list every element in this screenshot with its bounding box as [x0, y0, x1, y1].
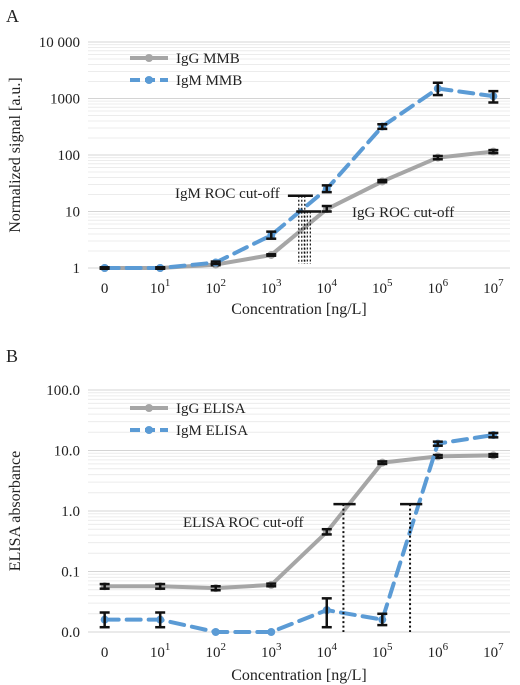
y-tick-label: 100.0 — [46, 383, 80, 399]
x-tick-label: 102 — [205, 277, 226, 297]
cutoff-label: ELISA ROC cut-off — [183, 515, 304, 531]
chart-panel-A: 1 10 100 1000 10 000 0 101 102 103 104 105 106 107 Co… — [6, 6, 510, 318]
y-tick-label: 100 — [58, 148, 81, 164]
legend-marker — [145, 404, 153, 412]
chart-panel-B: 0.0 0.1 1.0 10.0 100.0 0 101 102 103 104 105 106 107… — [6, 346, 510, 684]
x-tick-label: 0 — [101, 281, 109, 297]
legend-label: IgM MMB — [176, 73, 242, 89]
legend-marker — [145, 76, 153, 84]
legend-label: IgG MMB — [176, 51, 240, 67]
x-tick-label: 101 — [150, 641, 171, 661]
series-line — [102, 453, 496, 591]
x-tick-label: 104 — [317, 641, 338, 661]
legend-label: IgG ELISA — [176, 401, 246, 417]
x-tick-label: 107 — [483, 641, 504, 661]
legend: IgG ELISA IgM ELISA — [130, 401, 248, 439]
cutoff-label: IgM ROC cut-off — [175, 186, 280, 202]
roc-cutoff: IgM ROC cut-off — [175, 186, 313, 264]
y-tick-label: 10.0 — [54, 444, 80, 460]
y-tick-label: 1.0 — [61, 504, 80, 520]
x-tick-label: 106 — [428, 641, 449, 661]
roc-cutoff: IgG ROC cut-off — [296, 205, 454, 264]
legend-marker — [145, 426, 153, 434]
y-axis-label: Normalized signal [a.u.] — [7, 77, 24, 233]
x-axis-label: Concentration [ng/L] — [231, 301, 367, 318]
cutoff-label: IgG ROC cut-off — [352, 205, 454, 221]
x-tick-label: 105 — [372, 277, 393, 297]
y-axis-label: ELISA absorbance — [7, 451, 24, 571]
x-tick-label: 105 — [372, 641, 393, 661]
panel-label: A — [6, 6, 19, 26]
y-tick-label: 0.1 — [61, 565, 80, 581]
data-point — [267, 628, 276, 636]
x-tick-label: 103 — [261, 277, 282, 297]
roc-cutoff: ELISA ROC cut-off — [183, 502, 356, 632]
series-igm-elisa — [99, 431, 499, 636]
panel-label: B — [6, 346, 18, 366]
y-tick-label: 0.0 — [61, 625, 80, 641]
legend-label: IgM ELISA — [176, 423, 248, 439]
y-tick-label: 1000 — [50, 92, 80, 108]
series-line — [102, 433, 496, 634]
y-tick-label: 1 — [73, 261, 81, 277]
x-tick-label: 101 — [150, 277, 171, 297]
y-tick-label: 10 — [65, 205, 80, 221]
legend-marker — [145, 54, 153, 62]
y-tick-label: 10 000 — [39, 35, 80, 51]
x-tick-label: 102 — [205, 641, 226, 661]
legend: IgG MMB IgM MMB — [130, 51, 242, 89]
x-axis-label: Concentration [ng/L] — [231, 667, 367, 684]
data-point — [211, 628, 220, 636]
roc-cutoff — [400, 502, 423, 632]
x-tick-label: 103 — [261, 641, 282, 661]
x-tick-label: 106 — [428, 277, 449, 297]
x-tick-label: 0 — [101, 645, 109, 661]
x-tick-label: 104 — [317, 277, 338, 297]
x-tick-label: 107 — [483, 277, 504, 297]
series-igg-elisa — [99, 451, 499, 593]
